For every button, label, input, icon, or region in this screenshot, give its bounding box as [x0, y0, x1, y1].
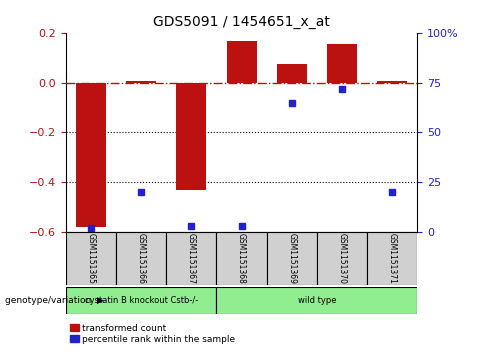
Bar [327, 44, 357, 82]
Text: GSM1151368: GSM1151368 [237, 233, 246, 284]
Bar [377, 81, 407, 82]
Bar [367, 232, 417, 285]
Text: GSM1151366: GSM1151366 [137, 233, 146, 284]
Title: GDS5091 / 1454651_x_at: GDS5091 / 1454651_x_at [153, 15, 330, 29]
Bar [226, 41, 257, 82]
Bar [217, 287, 417, 314]
Legend: transformed count, percentile rank within the sample: transformed count, percentile rank withi… [70, 324, 235, 344]
Text: GSM1151370: GSM1151370 [337, 233, 346, 284]
Bar [66, 232, 116, 285]
Bar [166, 232, 217, 285]
Text: wild type: wild type [298, 296, 336, 305]
Bar [176, 82, 206, 190]
Bar [66, 287, 217, 314]
Text: GSM1151369: GSM1151369 [287, 233, 296, 284]
Text: GSM1151371: GSM1151371 [387, 233, 397, 284]
Bar [126, 81, 156, 82]
Bar [217, 232, 266, 285]
Text: GSM1151365: GSM1151365 [86, 233, 96, 284]
Bar [266, 232, 317, 285]
Text: cystatin B knockout Cstb-/-: cystatin B knockout Cstb-/- [84, 296, 198, 305]
Bar [76, 82, 106, 227]
Bar [317, 232, 367, 285]
Bar [277, 64, 307, 82]
Bar [116, 232, 166, 285]
Text: genotype/variation  ▶: genotype/variation ▶ [5, 296, 104, 305]
Text: GSM1151367: GSM1151367 [187, 233, 196, 284]
